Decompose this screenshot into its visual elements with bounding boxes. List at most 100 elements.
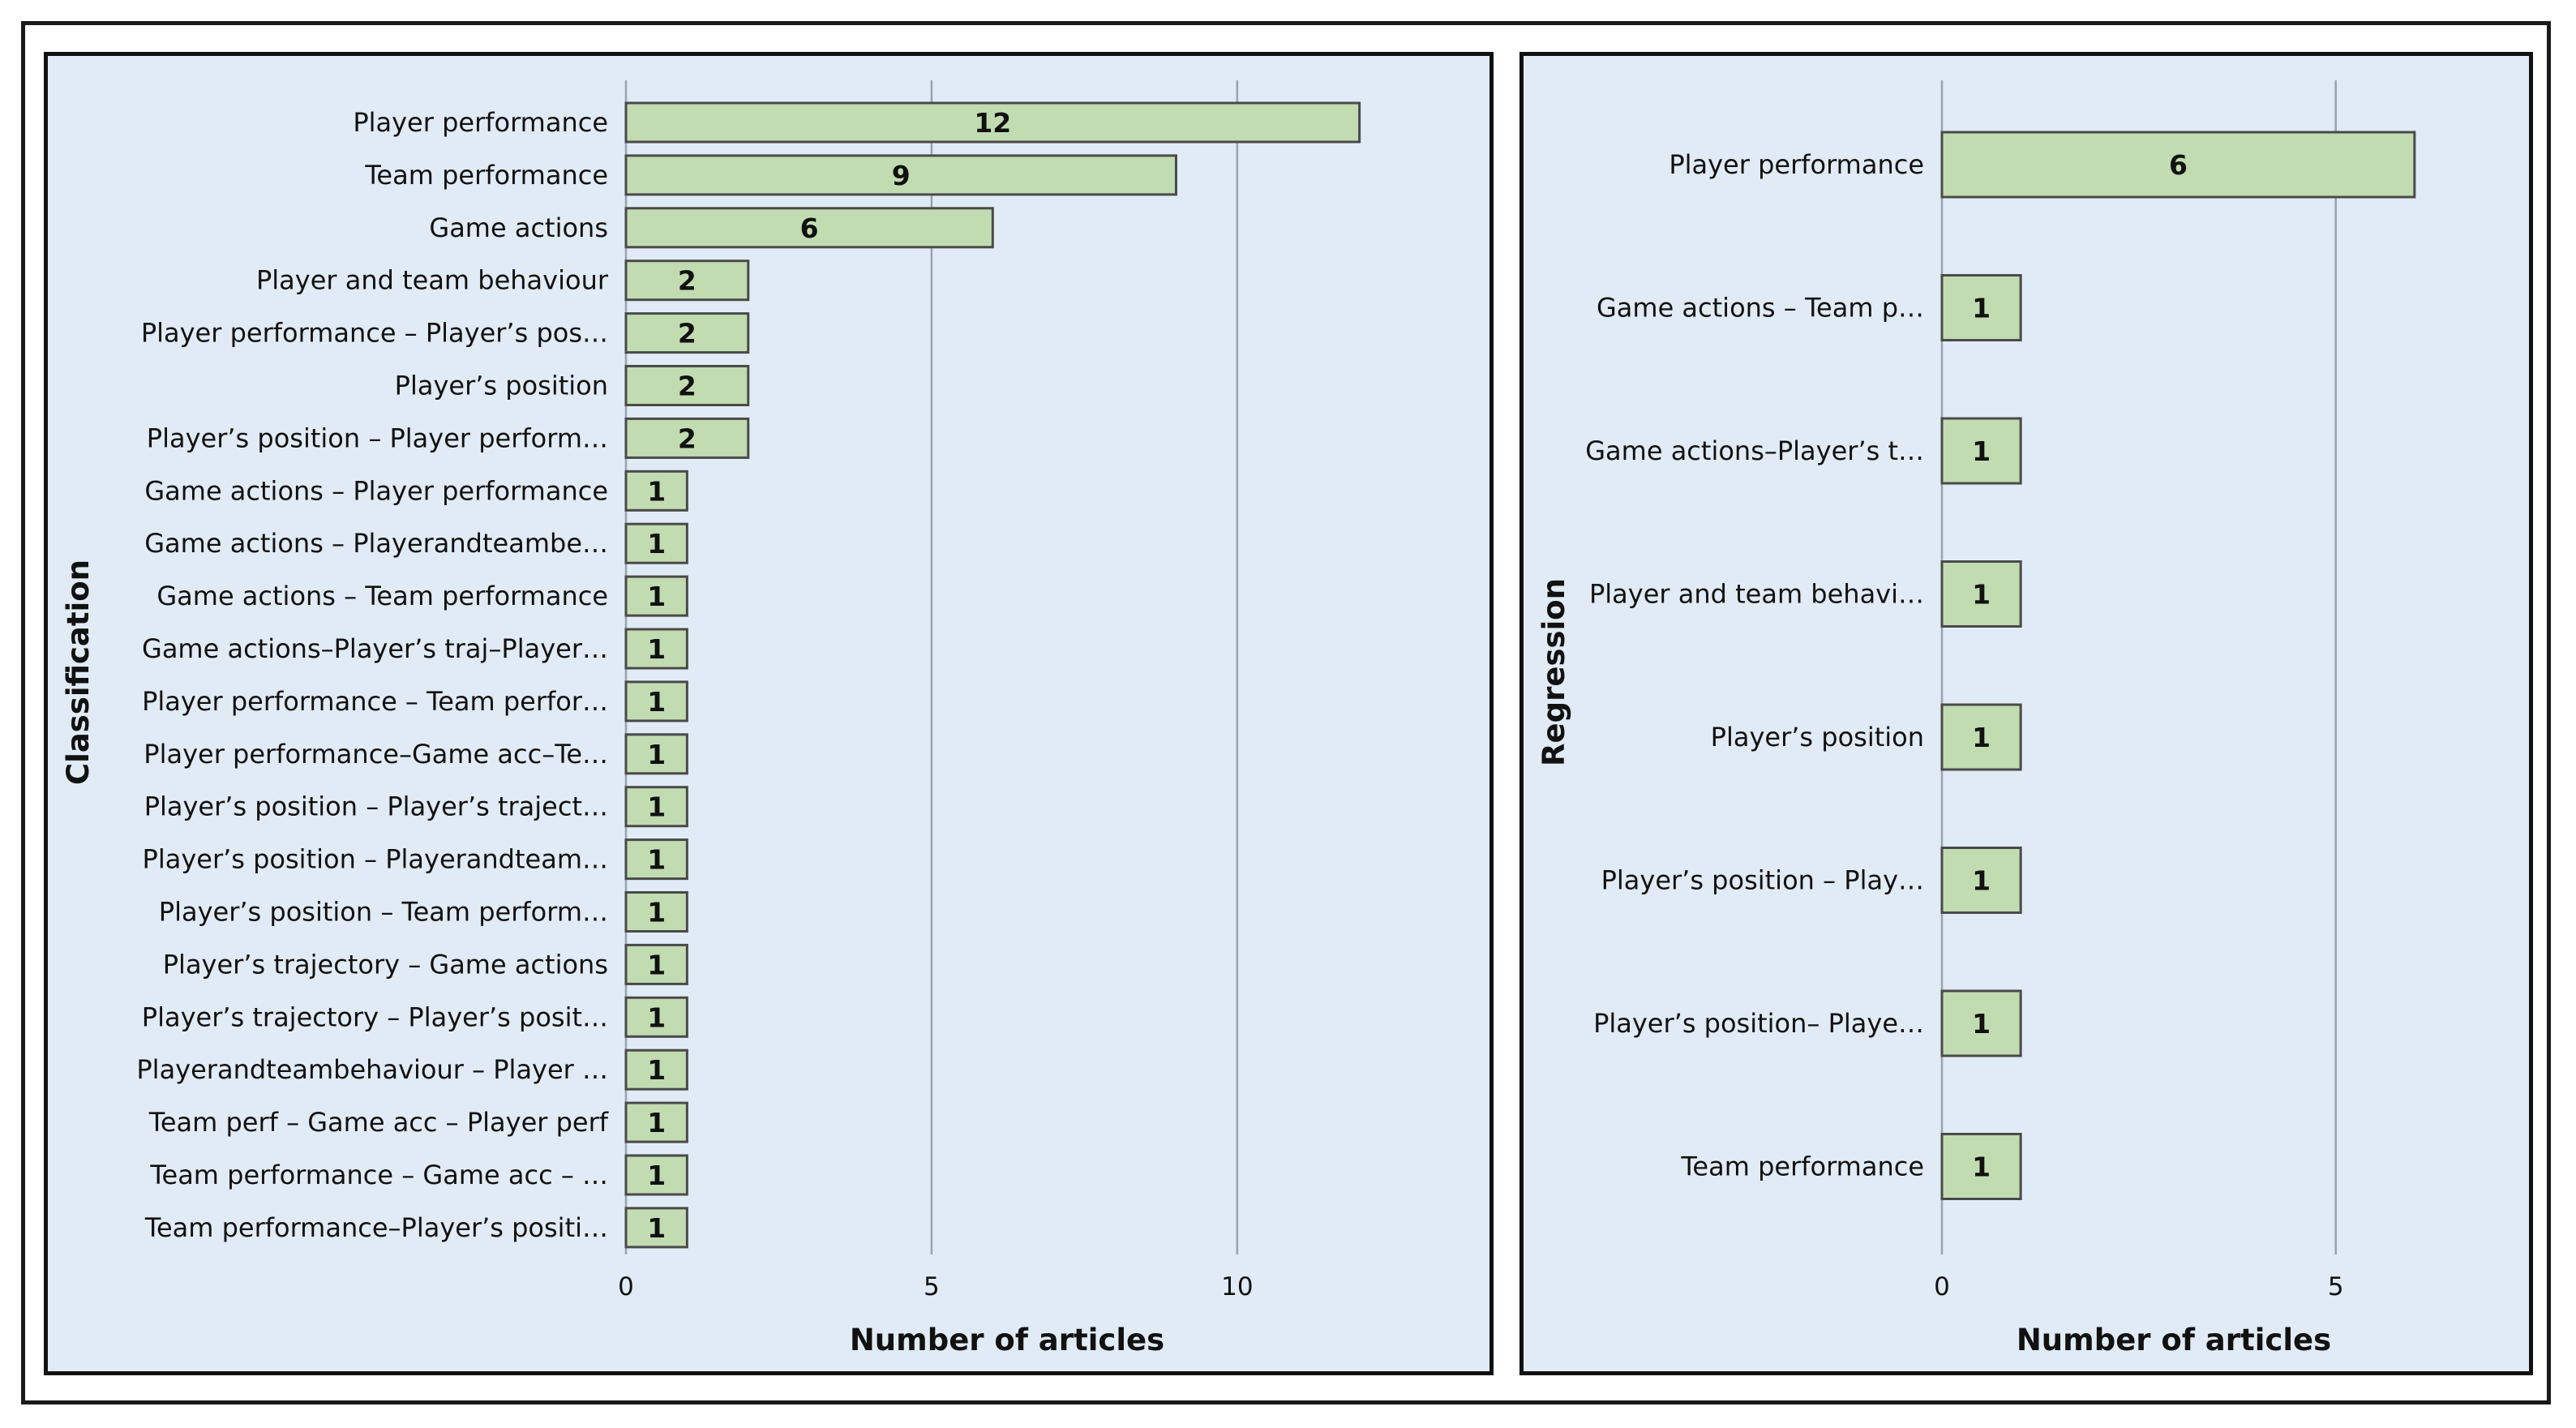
regression-bar-value-label: 1 <box>1972 293 1991 324</box>
regression-x-tick-label: 5 <box>2328 1272 2344 1301</box>
classification-category-label: Team performance – Game acc – … <box>149 1160 608 1190</box>
regression-category-label: Player performance <box>1669 149 1924 180</box>
classification-bar-value-label: 9 <box>892 160 911 191</box>
classification-x-axis-title: Number of articles <box>850 1323 1164 1357</box>
regression-bar <box>1940 989 2022 1057</box>
classification-bar-value-label: 1 <box>647 528 666 560</box>
regression-chart: 0 5 6 Player performance 1 Game actions – Tea… <box>1537 80 2416 1357</box>
classification-bar-value-label: 1 <box>647 1107 666 1139</box>
regression-bar-value-label: 1 <box>1972 1151 1991 1183</box>
classification-bar <box>624 312 750 354</box>
classification-category-label: Player performance – Player’s pos… <box>141 318 608 349</box>
classification-bar-value-label: 1 <box>647 581 666 612</box>
classification-bar-value-label: 6 <box>800 212 819 244</box>
classification-bar <box>624 943 688 985</box>
classification-bar-value-label: 1 <box>647 791 666 823</box>
classification-x-tick-label: 10 <box>1221 1272 1253 1301</box>
classification-bar-value-label: 1 <box>647 686 666 718</box>
classification-category-label: Game actions – Player performance <box>144 475 608 506</box>
classification-bar-value-label: 1 <box>647 475 666 507</box>
regression-bar <box>1940 417 2022 485</box>
classification-x-tick-label: 5 <box>924 1272 940 1301</box>
classification-bar <box>624 733 688 775</box>
classification-bar <box>624 154 1177 196</box>
classification-category-label: Game actions – Playerandteambe… <box>144 528 608 559</box>
regression-x-tick-label: 0 <box>1934 1272 1950 1301</box>
classification-category-label: Player’s position – Player perform… <box>147 422 608 453</box>
classification-bar <box>624 996 688 1038</box>
classification-bar <box>624 365 750 406</box>
regression-bar <box>1940 703 2022 771</box>
classification-bar <box>624 891 688 933</box>
classification-bar <box>624 470 688 512</box>
classification-bar-value-label: 1 <box>647 633 666 665</box>
classification-bar-value-label: 1 <box>647 949 666 980</box>
classification-bar <box>624 1101 688 1143</box>
classification-category-label: Player performance–Game acc–Te… <box>144 739 608 770</box>
regression-category-label: Game actions – Team p… <box>1597 293 1924 324</box>
classification-bar-value-label: 1 <box>647 1054 666 1086</box>
classification-bar-value-label: 1 <box>647 897 666 928</box>
classification-category-label: Player’s trajectory – Player’s posit… <box>142 1001 608 1032</box>
classification-category-label: Player’s position – Player’s traject… <box>144 791 608 822</box>
regression-bar <box>1940 131 2416 199</box>
classification-bar <box>624 680 688 723</box>
regression-category-label: Player’s position <box>1711 722 1924 753</box>
classification-bar <box>624 1154 688 1196</box>
classification-category-label: Playerandteambehaviour – Player … <box>136 1054 608 1085</box>
regression-bar-value-label: 1 <box>1972 1008 1991 1040</box>
classification-bar-value-label: 1 <box>647 844 666 876</box>
regression-bar <box>1940 1133 2022 1200</box>
regression-category-label: Player’s position– Playe… <box>1593 1008 1924 1039</box>
classification-category-label: Team perf – Game acc – Player perf <box>148 1107 609 1138</box>
regression-bar <box>1940 274 2022 341</box>
classification-bar <box>624 101 1361 144</box>
regression-bar-value-label: 1 <box>1972 865 1991 897</box>
classification-category-label: Player performance – Team perfor… <box>142 686 608 717</box>
regression-bar-value-label: 1 <box>1972 579 1991 611</box>
regression-bar-value-label: 1 <box>1972 435 1991 467</box>
classification-category-label: Player’s trajectory – Game actions <box>163 949 608 980</box>
classification-bar <box>624 522 688 564</box>
classification-bar-value-label: 2 <box>678 318 697 349</box>
classification-bar-value-label: 1 <box>647 1160 666 1191</box>
classification-bar-value-label: 12 <box>974 107 1011 139</box>
classification-bar <box>624 575 688 617</box>
classification-bar <box>624 207 994 249</box>
regression-bar-value-label: 1 <box>1972 722 1991 753</box>
regression-x-axis-title: Number of articles <box>2017 1323 2331 1357</box>
classification-category-label: Player’s position – Playerandteam… <box>143 844 608 875</box>
classification-category-label: Player and team behaviour <box>256 265 609 296</box>
classification-bar <box>624 417 750 459</box>
regression-category-label: Game actions–Player’s t… <box>1585 435 1924 466</box>
classification-bar <box>624 1048 688 1091</box>
classification-category-label: Game actions–Player’s traj–Player… <box>142 633 608 664</box>
classification-bar-value-label: 2 <box>678 422 697 454</box>
classification-bar <box>624 259 750 302</box>
classification-category-label: Team performance <box>364 160 608 191</box>
classification-category-label: Player performance <box>353 107 608 138</box>
classification-x-tick-label: 0 <box>618 1272 634 1301</box>
classification-bar <box>624 1207 688 1249</box>
regression-chart-panel: 0 5 6 Player performance 1 Game actions – Tea… <box>1519 52 2533 1375</box>
classification-category-label: Team performance–Player’s positi… <box>144 1212 608 1243</box>
classification-bar <box>624 838 688 881</box>
classification-bar-value-label: 1 <box>647 1001 666 1033</box>
classification-category-label: Player’s position – Team perform… <box>159 897 608 928</box>
regression-bar-value-label: 6 <box>2169 149 2188 181</box>
classification-panel-label: Classification <box>61 560 96 785</box>
regression-category-label: Player and team behavi… <box>1589 579 1924 610</box>
classification-bar-value-label: 2 <box>678 371 697 402</box>
classification-bar <box>624 628 688 670</box>
regression-bar <box>1940 847 2022 914</box>
classification-bar-value-label: 1 <box>647 1212 666 1244</box>
classification-category-label: Player’s position <box>395 371 608 401</box>
regression-category-label: Team performance <box>1680 1151 1924 1182</box>
classification-bar-value-label: 1 <box>647 739 666 770</box>
regression-category-label: Player’s position – Play… <box>1601 865 1924 896</box>
classification-chart-panel: 0 5 10 12 Player performance 9 Team performanc… <box>44 52 1494 1375</box>
regression-bar <box>1940 560 2022 628</box>
classification-category-label: Game actions <box>429 212 608 243</box>
regression-panel-label: Regression <box>1537 578 1571 766</box>
